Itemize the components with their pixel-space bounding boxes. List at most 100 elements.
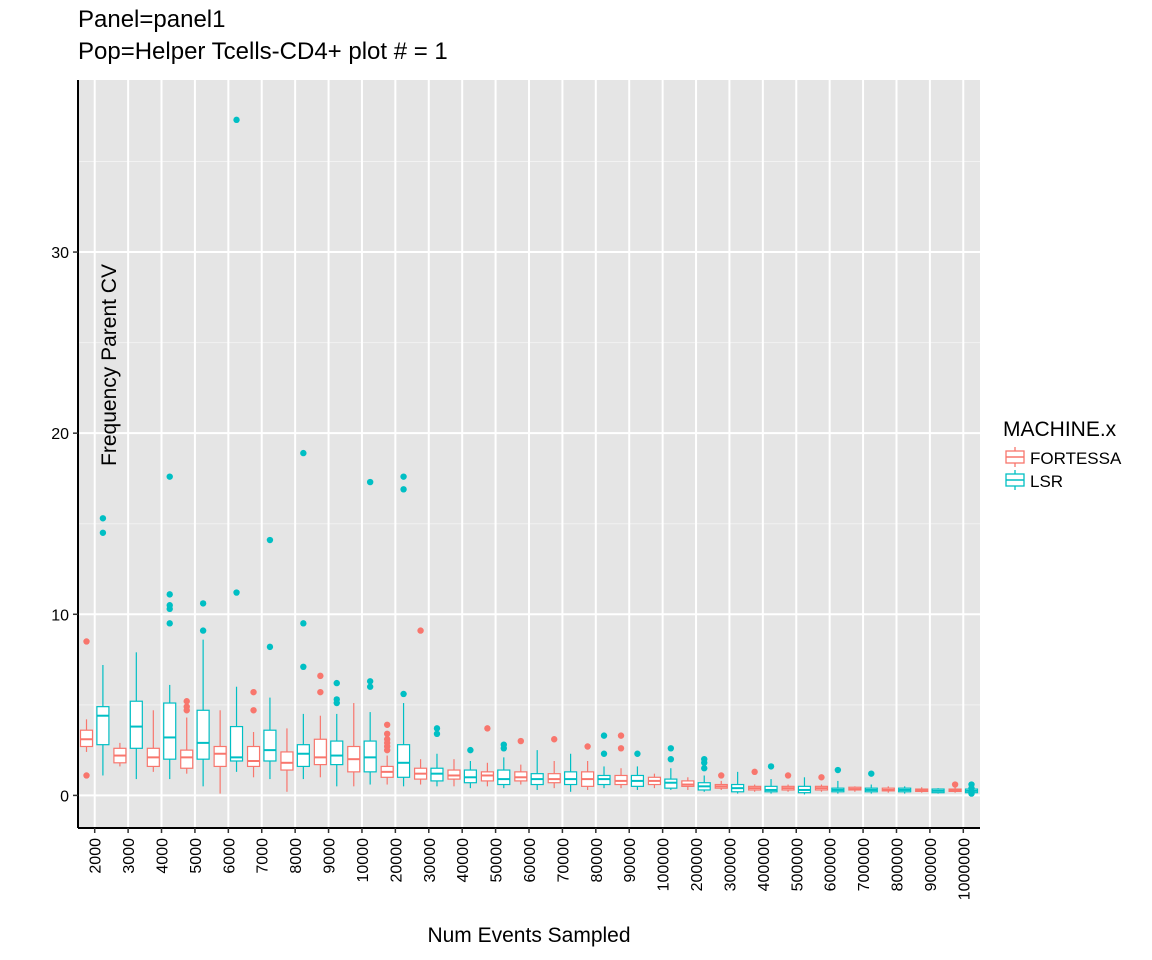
box-fortessa	[915, 787, 929, 793]
box-iqr	[296, 744, 310, 768]
outlier-point	[83, 772, 90, 779]
outlier-point	[300, 449, 307, 457]
outlier-point	[383, 730, 391, 738]
outlier-point	[366, 478, 374, 486]
outlier-point	[951, 781, 959, 788]
outlier-point	[467, 746, 474, 754]
axes: 0 10 20 30 2000 3000 4000 5000 6000 7000 8000 9000 1…	[51, 80, 980, 900]
box-lsr	[764, 763, 778, 794]
outlier-point	[767, 763, 775, 770]
box-iqr	[263, 729, 277, 762]
outlier-point	[183, 698, 190, 705]
box-iqr	[129, 700, 143, 749]
box-iqr	[163, 702, 177, 760]
outlier-point	[183, 707, 190, 714]
box-lsr	[296, 449, 310, 780]
outlier-point	[400, 473, 407, 480]
x-tick-label: 600000	[823, 838, 840, 891]
box-lsr	[664, 745, 678, 790]
outlier-point	[233, 116, 240, 124]
x-axis-label: Num Events Sampled	[427, 924, 631, 947]
y-axis-label: Frequency Parent CV	[97, 264, 121, 466]
box-fortessa	[581, 743, 595, 790]
box-lsr	[229, 116, 244, 772]
outlier-point	[400, 690, 407, 698]
box-lsr	[497, 741, 511, 789]
box-lsr	[831, 766, 845, 794]
outlier-point	[968, 790, 975, 797]
box-fortessa	[146, 710, 160, 772]
box-fortessa	[280, 728, 294, 792]
outlier-point	[417, 627, 424, 634]
box-lsr	[330, 679, 344, 787]
y-tick-label: 0	[60, 788, 69, 805]
x-tick-label: 7000	[255, 838, 272, 874]
grid-lines	[78, 80, 980, 828]
outlier-point	[667, 745, 675, 752]
legend-label-lsr: LSR	[1030, 472, 1064, 491]
outlier-point	[433, 725, 441, 732]
outlier-point	[517, 737, 524, 745]
outlier-point	[333, 679, 340, 687]
x-tick-label: 900000	[923, 838, 940, 891]
x-tick-label: 4000	[155, 838, 172, 874]
box-fortessa	[681, 777, 695, 790]
outlier-point	[400, 486, 407, 493]
outlier-point	[199, 600, 207, 607]
box-lsr	[463, 746, 477, 789]
x-tick-label: 9000	[322, 838, 339, 874]
outlier-point	[99, 529, 107, 536]
x-tick-label: 10000	[355, 838, 372, 883]
outlier-point	[99, 515, 107, 522]
outlier-point	[266, 643, 274, 651]
x-tick-label: 70000	[555, 838, 572, 883]
box-lsr	[263, 536, 277, 780]
outlier-point	[83, 638, 90, 645]
x-tick-label: 50000	[489, 838, 506, 883]
y-tick-label: 20	[51, 426, 69, 443]
chart-subtitle: Pop=Helper Tcells-CD4+ plot # = 1	[78, 38, 448, 65]
outlier-point	[317, 688, 324, 696]
box-lsr	[530, 750, 544, 790]
x-tick-label: 80000	[589, 838, 606, 883]
outlier-point	[751, 768, 758, 776]
box-lsr	[898, 786, 912, 794]
box-lsr	[396, 473, 411, 787]
outlier-point	[366, 683, 374, 690]
x-tick-label: 8000	[288, 838, 305, 874]
x-tick-label: 60000	[522, 838, 539, 883]
box-iqr	[180, 749, 194, 769]
box-fortessa	[180, 698, 194, 774]
box-fortessa	[814, 774, 829, 792]
box-lsr	[931, 788, 945, 794]
outlier-point	[551, 736, 558, 743]
box-iqr	[246, 745, 261, 768]
x-tick-label: 100000	[656, 838, 673, 891]
box-lsr	[731, 771, 745, 794]
box-fortessa	[79, 638, 94, 779]
box-lsr	[163, 473, 177, 780]
outlier-point	[250, 707, 257, 714]
legend-title: MACHINE.x	[1003, 418, 1117, 441]
box-fortessa	[480, 725, 494, 787]
outlier-point	[484, 725, 491, 732]
outlier-point	[433, 730, 441, 738]
y-tick-label: 30	[51, 245, 69, 262]
box-fortessa	[413, 627, 428, 785]
box-iqr	[196, 709, 210, 760]
box-lsr	[864, 770, 878, 794]
outlier-point	[199, 627, 207, 634]
outlier-point	[701, 759, 708, 766]
outlier-point	[166, 473, 173, 480]
outlier-point	[166, 620, 173, 627]
x-tick-label: 700000	[856, 838, 873, 891]
outlier-point	[600, 750, 608, 757]
box-fortessa	[647, 773, 662, 789]
box-lsr	[630, 750, 645, 790]
x-tick-label: 90000	[622, 838, 639, 883]
box-fortessa	[380, 721, 394, 785]
box-fortessa	[848, 786, 862, 792]
box-fortessa	[881, 786, 895, 793]
legend-key-lsr	[1005, 470, 1025, 490]
x-tick-label: 40000	[455, 838, 472, 883]
